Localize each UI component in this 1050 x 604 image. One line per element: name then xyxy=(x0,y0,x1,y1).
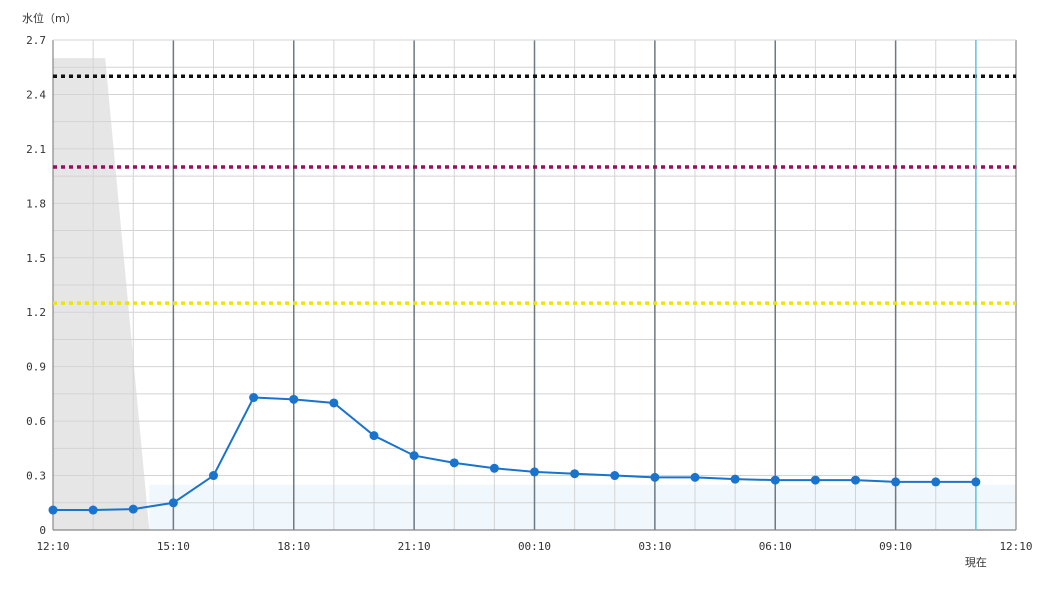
y-tick-label: 1.5 xyxy=(26,252,46,265)
data-point xyxy=(851,475,860,485)
tick-labels: 0 0.3 0.6 0.9 1.2 1.5 1.8 2.1 2.4 2.7 12:10 15:10 18… xyxy=(26,34,1032,553)
now-label: 現在 xyxy=(965,556,987,569)
x-tick-label: 09:10 xyxy=(879,540,912,553)
data-point xyxy=(891,477,901,487)
data-point xyxy=(610,471,620,481)
series-line xyxy=(53,396,976,512)
x-tick-label: 12:10 xyxy=(999,540,1032,553)
data-point xyxy=(730,474,740,484)
x-tick-label: 21:10 xyxy=(398,540,431,553)
data-point xyxy=(810,475,820,485)
shaded-gray-area xyxy=(53,58,150,531)
x-tick-label: 06:10 xyxy=(759,540,792,553)
data-point xyxy=(690,472,700,482)
series-layer xyxy=(48,393,981,515)
x-tick-label: 03:10 xyxy=(638,540,671,553)
data-point xyxy=(128,504,138,514)
data-point xyxy=(289,394,299,404)
y-tick-label: 1.8 xyxy=(26,197,46,210)
reference-lines xyxy=(53,74,1016,305)
data-point xyxy=(650,472,660,482)
data-point xyxy=(168,498,178,508)
data-point xyxy=(329,398,339,408)
data-point xyxy=(489,463,499,473)
data-point xyxy=(931,477,941,487)
data-point xyxy=(88,505,98,515)
y-axis-title: 水位（m） xyxy=(22,11,77,25)
x-tick-label: 15:10 xyxy=(157,540,190,553)
grid-lines xyxy=(52,39,1017,531)
data-point xyxy=(770,475,780,485)
y-tick-label: 2.4 xyxy=(26,88,46,101)
axes xyxy=(52,39,1017,531)
y-tick-label: 2.7 xyxy=(26,34,46,47)
now-marker: 現在 xyxy=(965,40,987,569)
data-point xyxy=(209,471,218,481)
y-tick-label: 2.1 xyxy=(26,143,46,156)
y-tick-label: 1.2 xyxy=(26,306,46,319)
data-point xyxy=(409,451,419,461)
x-tick-label: 18:10 xyxy=(277,540,310,553)
y-tick-label: 0.6 xyxy=(26,415,46,428)
shaded-blue-area xyxy=(149,484,1017,530)
data-point xyxy=(249,393,259,403)
y-tick-label: 0.9 xyxy=(26,361,46,374)
data-point xyxy=(530,467,539,477)
data-point xyxy=(449,458,459,468)
data-point xyxy=(48,505,58,515)
y-tick-label: 0.3 xyxy=(26,470,46,483)
y-tick-label: 0 xyxy=(39,524,46,537)
x-tick-label: 00:10 xyxy=(518,540,551,553)
data-point xyxy=(570,469,580,479)
data-point xyxy=(369,431,379,441)
x-tick-label: 12:10 xyxy=(36,540,69,553)
data-point xyxy=(971,477,981,487)
